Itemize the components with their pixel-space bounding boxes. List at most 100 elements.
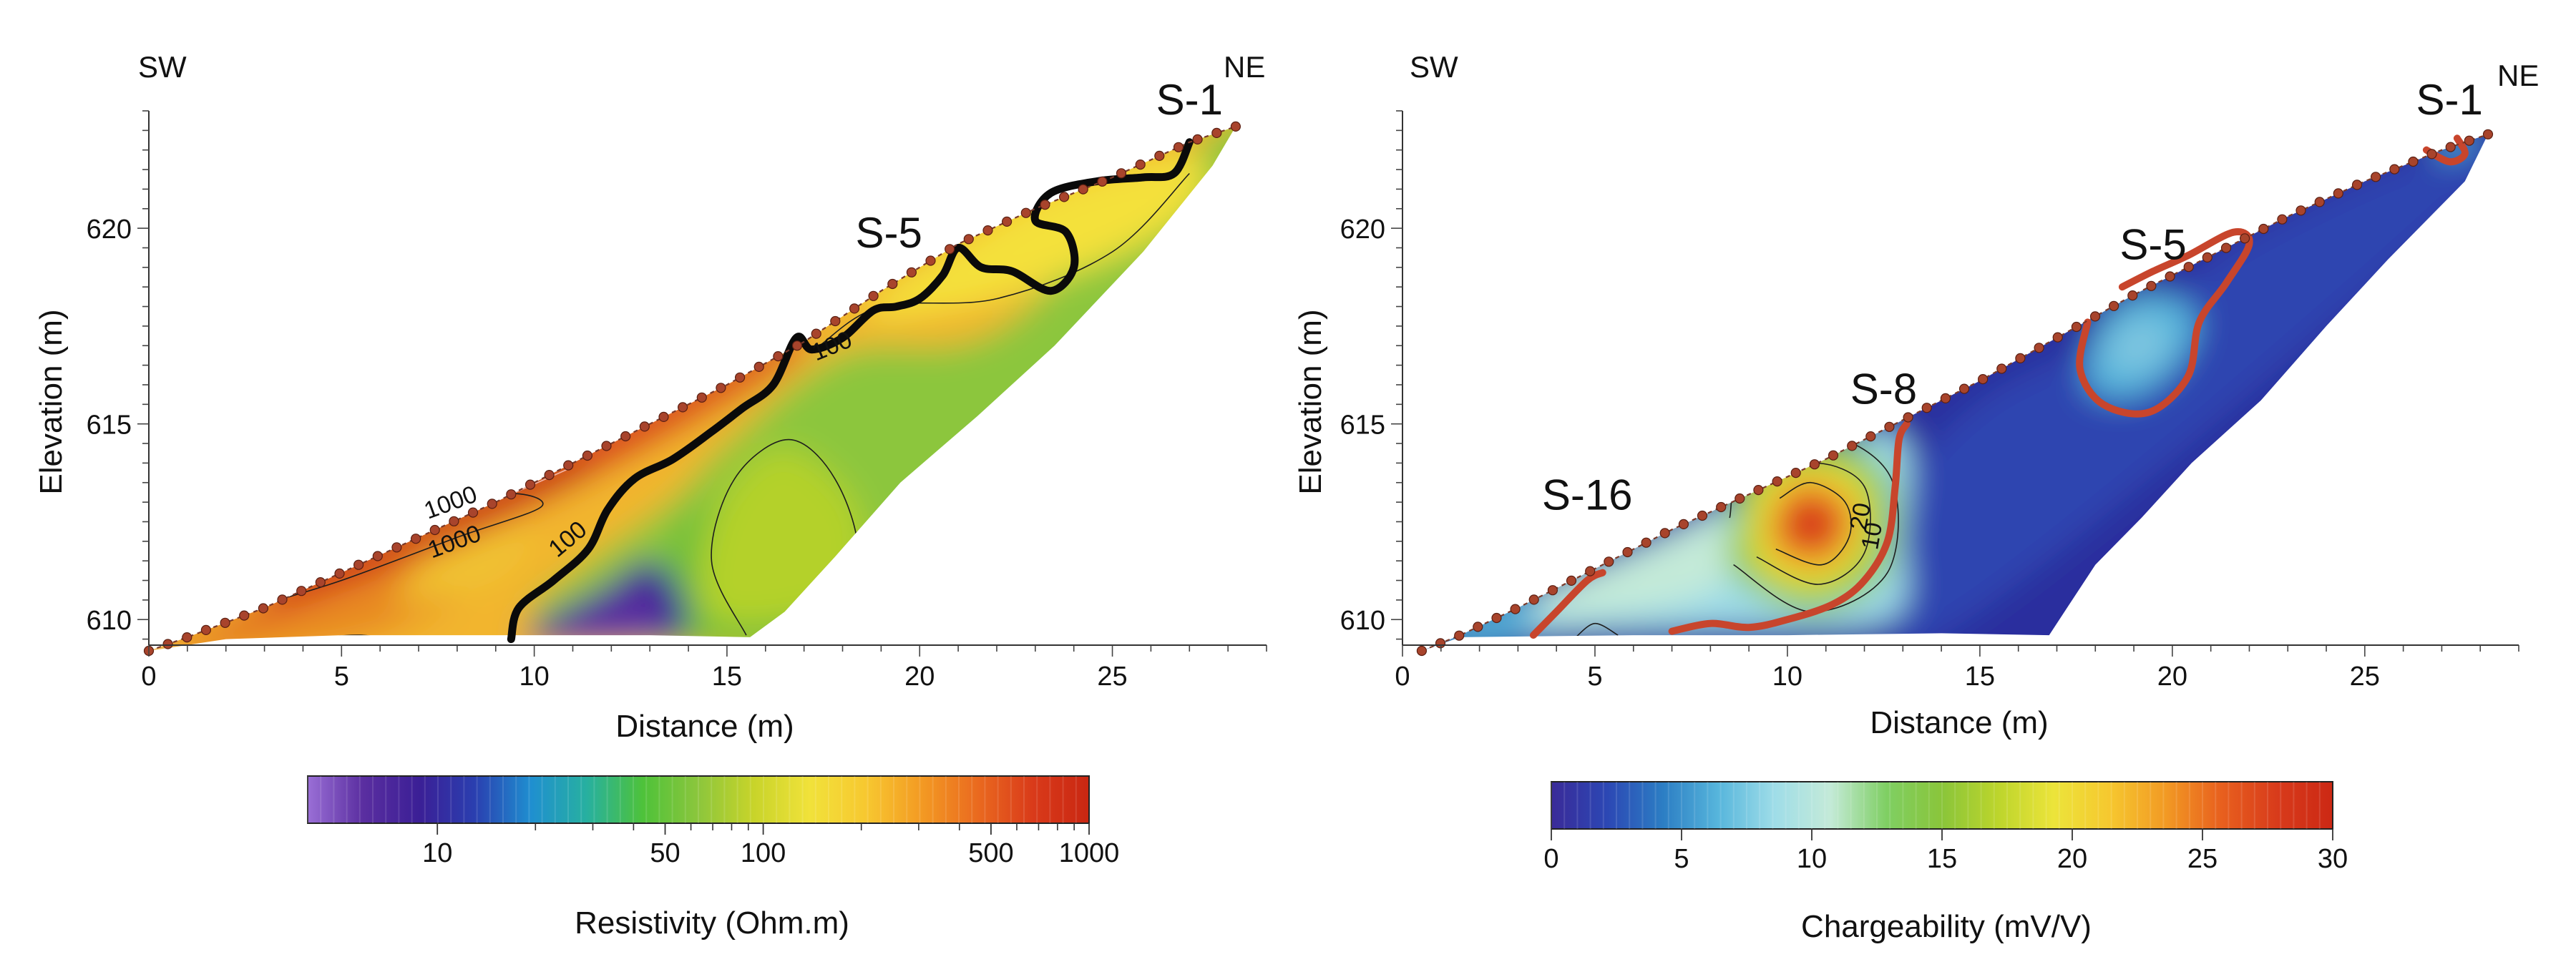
x-tick-label: 5 (334, 662, 349, 692)
electrode-marker (1604, 556, 1614, 567)
electrode-marker (1622, 546, 1633, 558)
electrode-marker (1697, 510, 1708, 521)
electrode-marker (1921, 403, 1932, 413)
electrode-marker (1978, 373, 1989, 385)
x-axis-title: Distance (m) (1870, 705, 2048, 740)
x-tick-label: 20 (904, 662, 935, 692)
electrode-marker (1173, 142, 1184, 152)
electrode-marker (2165, 271, 2175, 282)
electrode-marker (1641, 537, 1652, 548)
electrode-marker (353, 559, 364, 570)
colour-region (861, 155, 1209, 318)
electrode-marker (2408, 156, 2419, 167)
contour-label: 20 (1845, 501, 1876, 532)
electrode-marker (2277, 214, 2288, 225)
electrode-marker (1940, 393, 1951, 404)
electrode-marker (773, 351, 784, 362)
electrode-marker (753, 361, 764, 373)
station-label: S-8 (1850, 365, 1917, 413)
electrode-marker (544, 469, 555, 481)
electrode-marker (677, 402, 688, 413)
electrode-marker (1097, 176, 1108, 187)
x-tick-label: 25 (1097, 662, 1127, 692)
electrode-marker (239, 610, 250, 621)
colorbar-tick-label: 50 (650, 838, 680, 868)
electrode-marker (2052, 332, 2063, 343)
x-tick-label: 25 (2350, 662, 2380, 692)
electrode-marker (1473, 622, 1483, 632)
electrode-marker (1547, 585, 1558, 596)
colorbar-tick-label: 10 (422, 838, 452, 868)
direction-left-label: SW (138, 50, 187, 84)
electrode-marker (811, 328, 821, 339)
direction-left-label: SW (1410, 50, 1458, 84)
electrode-marker (410, 534, 421, 544)
station-label: S-16 (1542, 471, 1633, 519)
contour-line (1575, 622, 1619, 638)
electrode-marker (525, 479, 536, 490)
electrode-marker (2333, 188, 2343, 199)
electrode-marker (220, 617, 230, 628)
electrode-marker (1753, 484, 1764, 496)
electrode-marker (2183, 262, 2194, 273)
boundary-contour (1529, 569, 1606, 639)
electrode-marker (1566, 575, 1577, 586)
electrode-marker (315, 576, 326, 588)
electrode-marker (2445, 142, 2456, 152)
electrode-marker (963, 234, 974, 245)
electrode-marker (2089, 311, 2101, 322)
station-label: S-5 (2119, 220, 2186, 268)
electrode-marker (2202, 252, 2212, 262)
electrode-marker (2220, 242, 2232, 253)
contour-line (303, 634, 404, 644)
electrode-marker (658, 411, 669, 423)
colour-region (395, 531, 535, 604)
electrode-marker (1809, 459, 1820, 470)
electrode-marker (830, 315, 841, 327)
electrode-marker (372, 551, 383, 561)
y-axis-title: Elevation (m) (1293, 309, 1328, 494)
electrode-marker (563, 460, 574, 471)
electrode-marker (849, 303, 860, 314)
electrode-marker (734, 372, 746, 383)
colorbar-tick-label: 25 (2187, 844, 2218, 874)
electrode-marker (1211, 127, 1222, 138)
colorbar-title: Resistivity (Ohm.m) (575, 905, 849, 941)
electrode-marker (1903, 412, 1913, 423)
electrode-marker (1491, 612, 1502, 624)
electrode-marker (906, 267, 917, 278)
boundary-contour (1668, 420, 1911, 635)
direction-right-label: NE (2497, 59, 2539, 92)
y-tick-label: 610 (87, 606, 132, 636)
electrode-marker (1659, 528, 1670, 539)
electrode-marker (2314, 197, 2325, 207)
boundary-contour (2076, 228, 2253, 418)
direction-right-label: NE (1224, 50, 1265, 84)
y-axis-title: Elevation (m) (34, 309, 69, 494)
contour-label: 10 (1856, 520, 1888, 551)
x-tick-label: 5 (1587, 662, 1602, 692)
colorbar-tick-label: 20 (2057, 844, 2087, 874)
electrode-marker (791, 340, 803, 351)
colour-region (540, 590, 666, 644)
colour-region (2105, 318, 2169, 370)
electrode-marker (1884, 421, 1895, 432)
electrode-marker (1001, 216, 1013, 227)
chargeability-section (1421, 134, 2488, 652)
electrode-marker (296, 586, 307, 597)
electrode-marker (1040, 200, 1050, 210)
x-tick-label: 20 (2157, 662, 2187, 692)
electrode-marker (2034, 343, 2044, 353)
electrode-marker (1790, 467, 1801, 478)
electrode-marker (2146, 280, 2157, 291)
electrode-marker (2351, 180, 2363, 190)
electrode-marker (2015, 353, 2026, 363)
electrode-marker (639, 421, 650, 432)
electrode-marker (1716, 501, 1727, 513)
electrode-marker (162, 639, 173, 649)
electrode-marker (2482, 129, 2494, 139)
x-tick-label: 0 (1395, 662, 1410, 692)
electrode-marker (2071, 321, 2082, 333)
